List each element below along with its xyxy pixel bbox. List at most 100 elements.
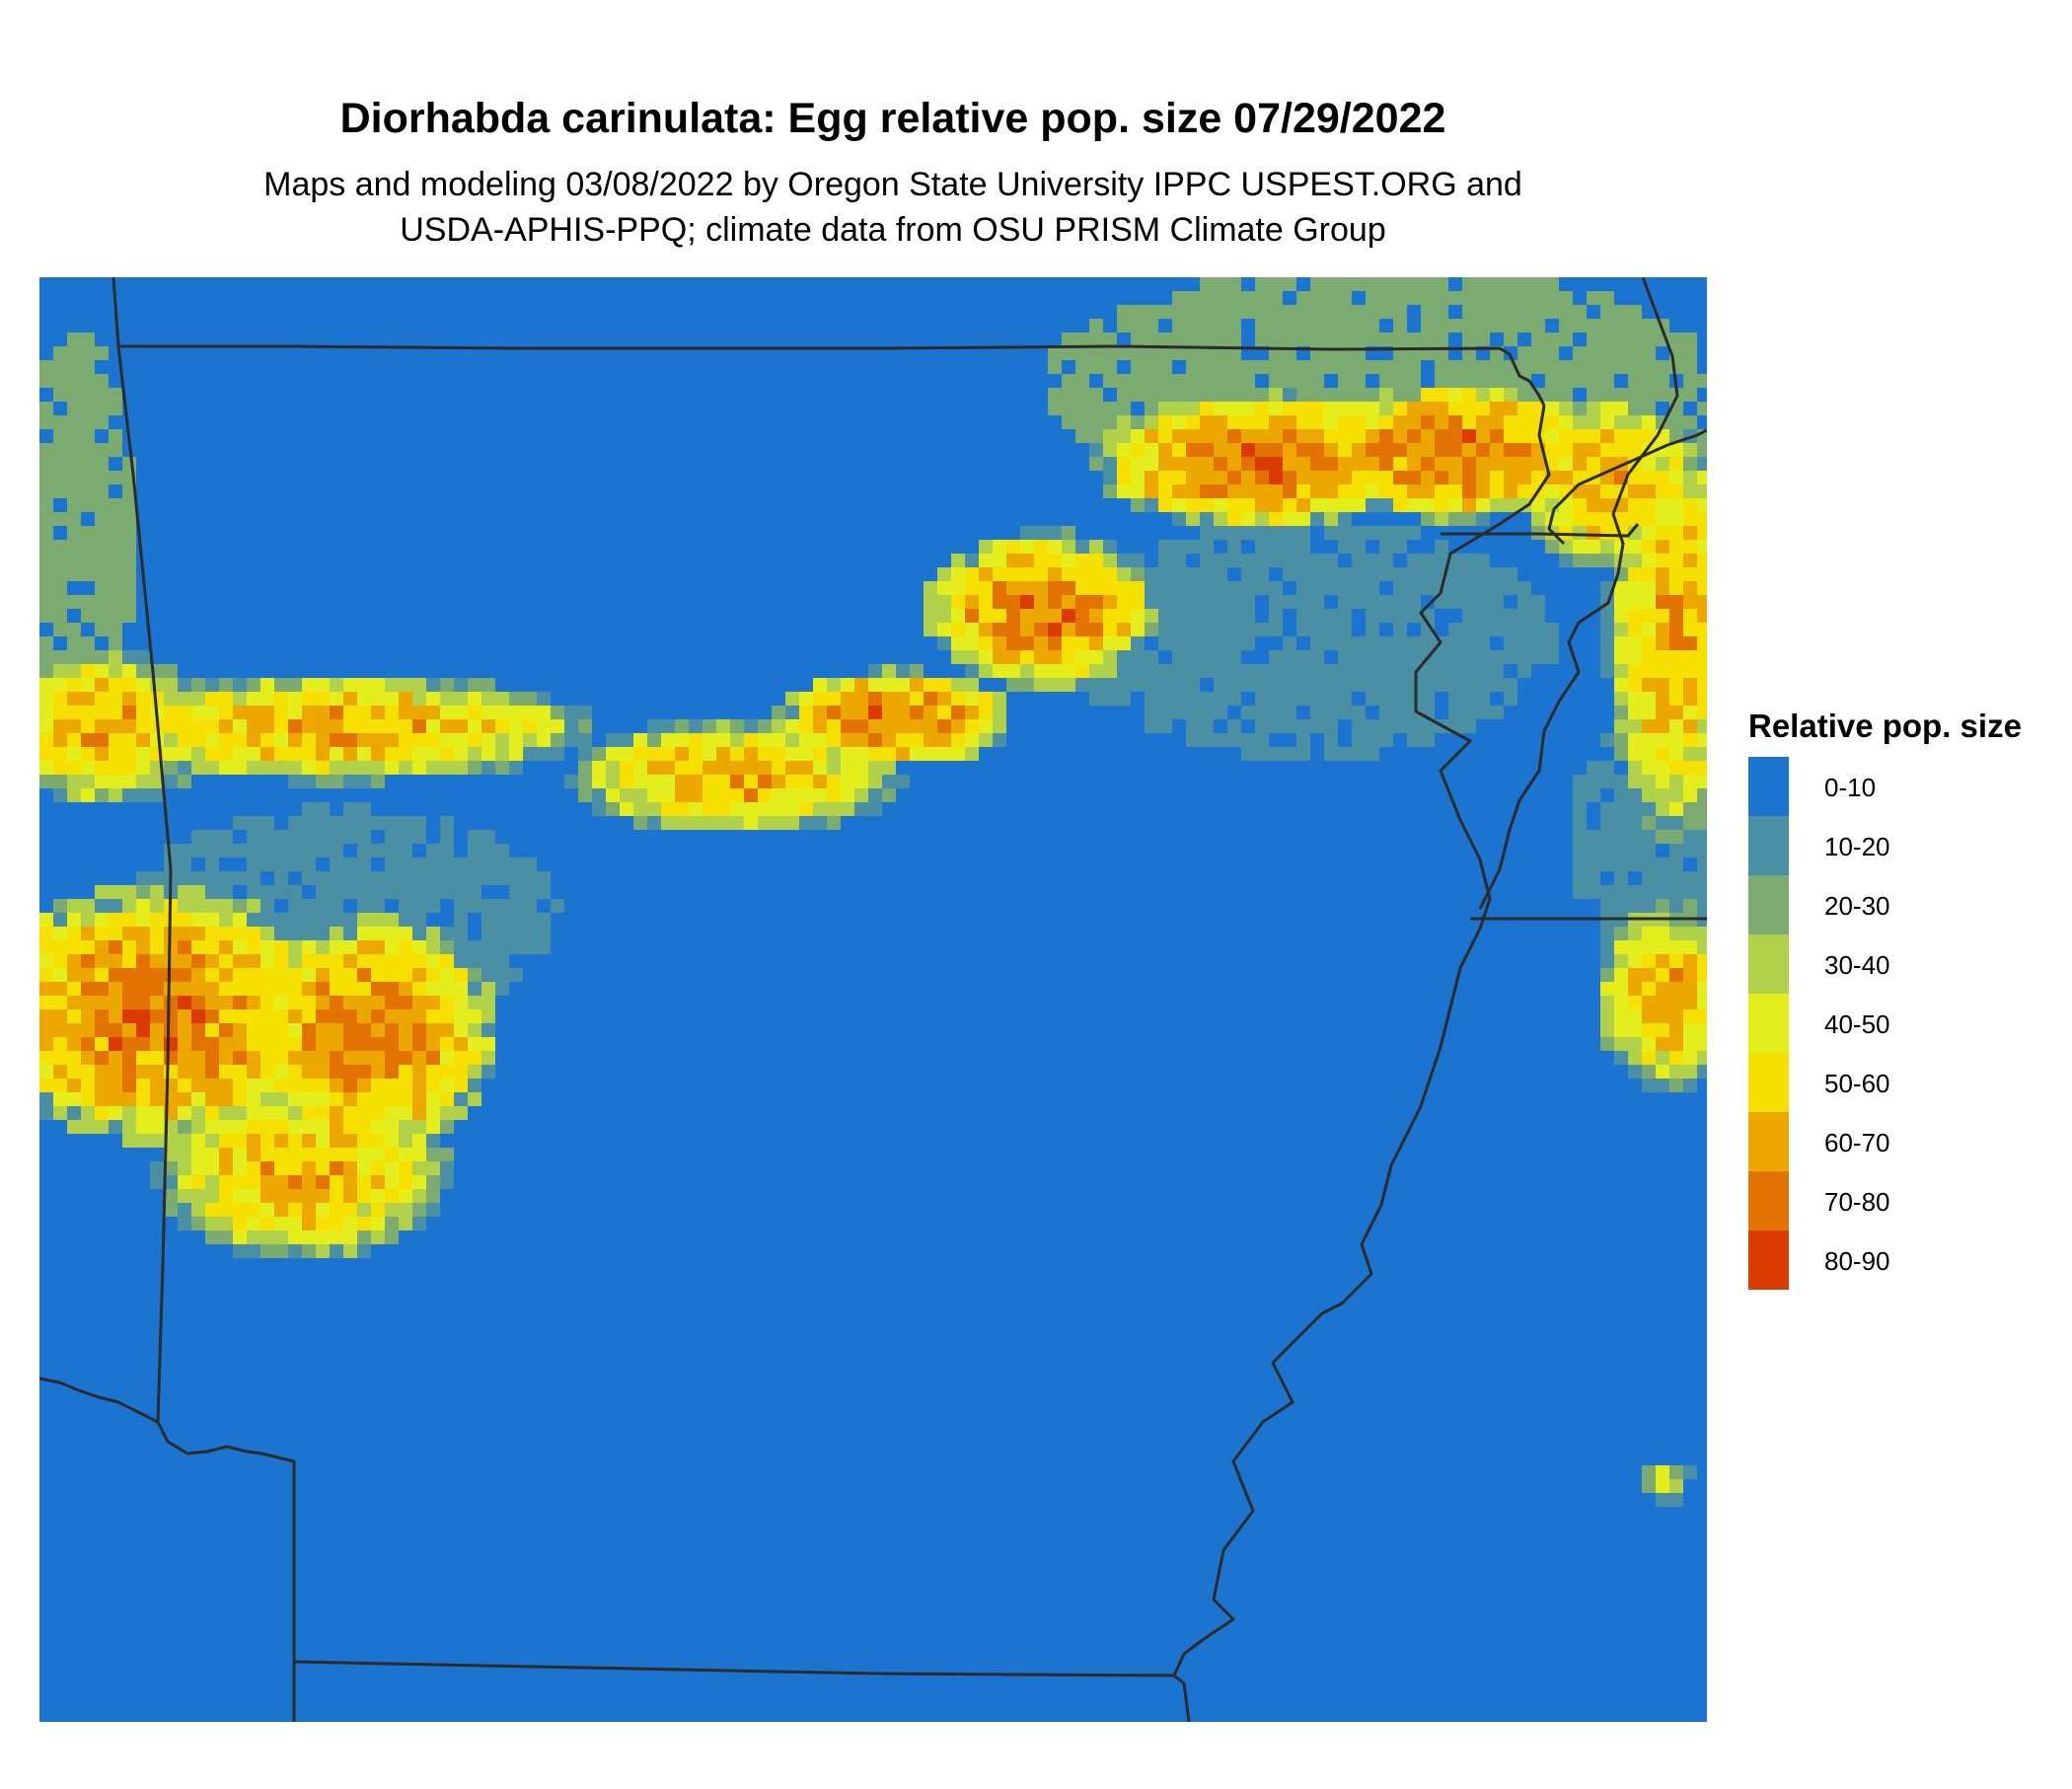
population-cell <box>1324 692 1338 706</box>
population-cell <box>67 940 81 954</box>
population-cell <box>1642 346 1656 360</box>
population-cell <box>1656 954 1669 968</box>
population-cell <box>454 692 468 706</box>
population-cell <box>1421 485 1435 498</box>
population-cell <box>1296 498 1310 512</box>
population-cell <box>1338 581 1352 595</box>
population-cell <box>247 1217 260 1230</box>
population-cell <box>1628 816 1642 830</box>
population-cell <box>1642 650 1656 664</box>
population-cell <box>1324 333 1338 346</box>
population-cell <box>330 747 343 761</box>
population-cell <box>343 1244 357 1258</box>
population-cell <box>1145 719 1158 733</box>
population-cell <box>39 982 53 996</box>
population-cell <box>95 485 109 498</box>
population-cell <box>1669 775 1683 788</box>
population-cell <box>1379 457 1393 471</box>
population-cell <box>357 775 371 788</box>
population-cell <box>1448 443 1462 457</box>
population-cell <box>1117 595 1131 609</box>
population-cell <box>109 885 122 899</box>
population-cell <box>399 1079 412 1092</box>
population-cell <box>1200 346 1214 360</box>
population-cell <box>1048 388 1062 402</box>
population-cell <box>1545 305 1559 319</box>
population-cell <box>1476 498 1490 512</box>
population-cell <box>95 374 109 388</box>
population-cell <box>1559 319 1573 333</box>
population-cell <box>1642 540 1656 554</box>
population-cell <box>1186 319 1200 333</box>
population-cell <box>1448 581 1462 595</box>
population-cell <box>924 692 937 706</box>
population-cell <box>316 940 330 954</box>
population-cell <box>260 706 274 719</box>
population-cell <box>1559 360 1573 374</box>
population-cell <box>426 1106 440 1120</box>
population-cell <box>1656 788 1669 802</box>
state-boundaries <box>39 277 1707 1722</box>
population-cell <box>1283 567 1296 581</box>
population-cell <box>1697 733 1707 747</box>
population-cell <box>53 609 67 623</box>
population-cell <box>178 913 191 927</box>
population-cell <box>1172 678 1186 692</box>
population-cell <box>53 927 67 940</box>
population-cell <box>979 719 993 733</box>
population-cell <box>109 927 122 940</box>
population-cell <box>1642 415 1656 429</box>
population-cell <box>993 664 1006 678</box>
population-cell <box>1697 719 1707 733</box>
population-cell <box>1324 429 1338 443</box>
population-cell <box>661 788 675 802</box>
population-cell <box>1324 277 1338 291</box>
population-cell <box>1476 692 1490 706</box>
population-cell <box>1338 595 1352 609</box>
population-cell <box>412 857 426 871</box>
population-cell <box>1089 415 1103 429</box>
population-cell <box>122 457 136 471</box>
population-cell <box>178 1134 191 1148</box>
population-cell <box>1310 719 1324 733</box>
population-cell <box>385 678 399 692</box>
population-cell <box>122 719 136 733</box>
population-cell <box>1379 540 1393 554</box>
population-cell <box>1683 1051 1697 1065</box>
population-cell <box>412 706 426 719</box>
population-cell <box>205 733 219 747</box>
population-cell <box>1421 443 1435 457</box>
population-cell <box>385 913 399 927</box>
population-cell <box>122 761 136 775</box>
population-cell <box>1296 595 1310 609</box>
population-cell <box>122 692 136 706</box>
population-cell <box>689 761 703 775</box>
population-cell <box>67 429 81 443</box>
population-cell <box>854 706 868 719</box>
population-cell <box>910 678 924 692</box>
population-cell <box>1517 457 1531 471</box>
population-cell <box>537 885 551 899</box>
population-cell <box>122 733 136 747</box>
population-cell <box>316 747 330 761</box>
population-cell <box>274 1148 288 1161</box>
population-cell <box>330 885 343 899</box>
population-cell <box>385 1092 399 1106</box>
population-cell <box>440 1023 454 1037</box>
population-cell <box>274 940 288 954</box>
population-cell <box>1407 333 1421 346</box>
population-cell <box>1366 678 1379 692</box>
population-cell <box>1517 609 1531 623</box>
population-cell <box>426 885 440 899</box>
population-cell <box>1683 830 1697 844</box>
population-cell <box>1642 457 1656 471</box>
population-cell <box>1034 526 1048 540</box>
population-cell <box>302 1092 316 1106</box>
population-cell <box>1517 388 1531 402</box>
population-cell <box>164 719 178 733</box>
population-cell <box>1186 374 1200 388</box>
population-cell <box>233 871 247 885</box>
population-cell <box>951 692 965 706</box>
population-cell <box>1269 678 1283 692</box>
population-cell <box>1669 954 1683 968</box>
